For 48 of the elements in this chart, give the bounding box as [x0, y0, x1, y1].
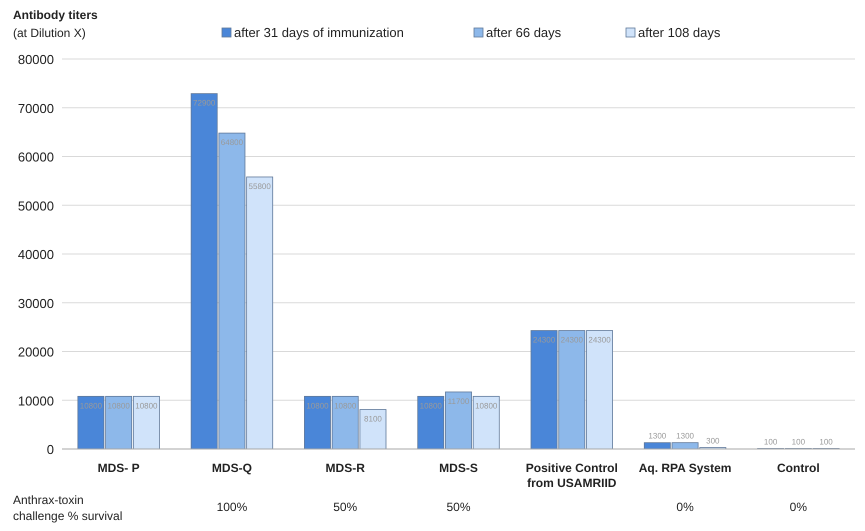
y-tick-label: 30000: [18, 296, 54, 311]
data-label: 10800: [420, 401, 442, 410]
y-tick-label: 10000: [18, 393, 54, 408]
data-label: 1300: [648, 432, 667, 441]
x-tick-label: MDS-Q: [212, 461, 252, 475]
y-tick-label: 50000: [18, 198, 54, 214]
data-label: 10800: [108, 401, 130, 410]
data-label: 10800: [306, 401, 330, 410]
x-tick-label: MDS-R: [326, 461, 366, 475]
data-label: 300: [706, 436, 720, 446]
legend-label: after 31 days of immunization: [234, 25, 404, 40]
data-label: 24300: [560, 336, 584, 345]
legend-label: after 66 days: [486, 25, 562, 40]
data-label: 24300: [532, 336, 556, 345]
text: 0%: [790, 500, 808, 514]
x-tick-label: MDS-S: [439, 461, 478, 475]
data-label: 10800: [80, 401, 103, 410]
x-tick-label: MDS- P: [98, 461, 140, 475]
x-tick-label: Positive Control from USAMRIID: [526, 461, 618, 490]
chart-subtitle: (at Dilution X): [13, 26, 86, 40]
data-label: 1300: [676, 432, 695, 441]
text: 100%: [216, 500, 248, 514]
data-label: 10800: [334, 401, 357, 410]
x-tick-label: Aq. RPA System: [638, 461, 732, 475]
y-tick-label: 70000: [18, 100, 54, 116]
data-label: 72900: [193, 98, 216, 108]
data-label: 100: [792, 438, 806, 447]
text: Anthrax-toxin challenge % survival: [13, 493, 122, 523]
chart-title: Antibody titers: [13, 8, 98, 22]
text: 0%: [676, 500, 694, 514]
data-label: 10800: [135, 401, 158, 410]
y-tick-label: 60000: [18, 150, 54, 164]
data-label: 8100: [364, 414, 382, 424]
legend-label: after 108 days: [638, 25, 721, 40]
data-label: 100: [764, 438, 778, 447]
data-label: 11700: [448, 396, 470, 406]
y-tick-label: 20000: [18, 344, 54, 360]
y-tick-label: 0: [46, 442, 54, 457]
data-label: 100: [819, 438, 834, 447]
data-label: 64800: [220, 138, 244, 148]
y-tick-label: 80000: [18, 52, 54, 67]
x-tick-label: Control: [777, 461, 820, 475]
data-label: 24300: [588, 336, 612, 345]
text: 50%: [333, 500, 358, 514]
y-tick-label: 40000: [18, 247, 54, 262]
data-label: 10800: [475, 401, 498, 410]
data-label: 55800: [248, 182, 272, 191]
text: 50%: [446, 500, 471, 514]
